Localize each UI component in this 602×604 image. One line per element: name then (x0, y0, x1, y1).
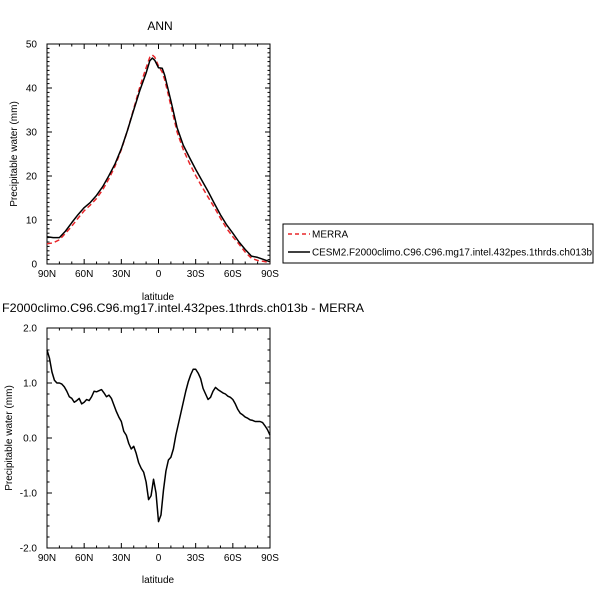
bottom-x-tick-label: 60N (75, 553, 93, 564)
legend-box (282, 223, 594, 264)
top-series-group (46, 54, 271, 264)
bottom-series-line-0 (46, 349, 271, 523)
top-x-tick-label: 60N (75, 269, 93, 280)
legend-label-merra: MERRA (312, 230, 348, 241)
top-y-tick-label: 40 (26, 84, 38, 95)
bottom-y-tick-label: 1.0 (23, 379, 37, 390)
bottom-axis-ticks: 90N 60N 30N 0 30S 60S 90S -2.0 -1.0 0.0 1.0 2.0 (20, 324, 279, 565)
top-y-tick-label: 0 (31, 260, 37, 271)
bottom-chart-title: F2000climo.C96.C96.mg17.intel.432pes.1th… (2, 301, 364, 315)
top-x-tick-label: 90N (38, 269, 56, 280)
bottom-x-tick-label: 30N (112, 553, 130, 564)
bottom-y-tick-label: 0.0 (23, 434, 37, 445)
bottom-y-tick-label: 2.0 (23, 324, 37, 335)
top-x-tick-label: 60S (224, 269, 242, 280)
top-x-tick-label: 90S (261, 269, 279, 280)
top-x-tick-label: 30N (112, 269, 130, 280)
top-series-line-1 (46, 57, 271, 263)
top-y-tick-label: 30 (26, 128, 38, 139)
bottom-y-tick-label: -2.0 (20, 544, 38, 555)
bottom-x-axis-label: latitude (142, 575, 175, 586)
bottom-series-group (46, 349, 271, 523)
top-series-line-0 (46, 54, 271, 264)
top-y-tick-label: 20 (26, 172, 38, 183)
top-x-axis-label: latitude (142, 292, 175, 303)
bottom-x-tick-label: 90N (38, 553, 56, 564)
bottom-x-tick-label: 60S (224, 553, 242, 564)
legend-label-cesm2: CESM2.F2000climo.C96.C96.mg17.intel.432p… (312, 248, 592, 259)
bottom-y-tick-label: -1.0 (20, 489, 38, 500)
top-x-tick-label: 30S (187, 269, 205, 280)
top-panel: ANN 90N 60N 30N 0 30S 60S 90S 0 10 20 30 40 50 latit… (9, 19, 279, 303)
bottom-x-tick-label: 0 (156, 553, 162, 564)
top-axis-ticks: 90N 60N 30N 0 30S 60S 90S 0 10 20 30 40 50 (26, 40, 279, 281)
bottom-panel: F2000climo.C96.C96.mg17.intel.432pes.1th… (2, 301, 364, 586)
top-plot-frame (46, 43, 271, 265)
bottom-x-tick-label: 90S (261, 553, 279, 564)
top-y-tick-label: 50 (26, 40, 38, 51)
bottom-x-tick-label: 30S (187, 553, 205, 564)
top-chart-title: ANN (147, 19, 172, 33)
top-y-tick-label: 10 (26, 216, 38, 227)
legend: MERRA CESM2.F2000climo.C96.C96.mg17.inte… (282, 223, 594, 264)
bottom-y-axis-label: Precipitable water (mm) (4, 385, 15, 491)
top-x-tick-label: 0 (156, 269, 162, 280)
top-y-axis-label: Precipitable water (mm) (9, 101, 20, 207)
